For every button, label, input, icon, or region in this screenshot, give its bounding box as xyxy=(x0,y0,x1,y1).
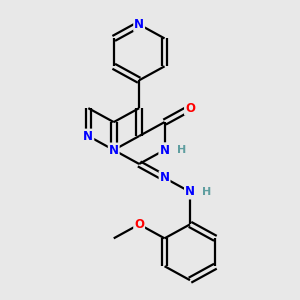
Text: N: N xyxy=(109,143,119,157)
Text: N: N xyxy=(160,143,170,157)
Text: N: N xyxy=(160,143,170,157)
Text: H: H xyxy=(202,187,212,197)
Text: N: N xyxy=(83,130,93,142)
Text: H: H xyxy=(177,145,186,155)
Text: O: O xyxy=(134,218,144,231)
Text: N: N xyxy=(185,185,195,198)
Text: O: O xyxy=(185,102,195,115)
Text: N: N xyxy=(185,185,195,198)
Text: N: N xyxy=(134,18,144,31)
Text: N: N xyxy=(160,171,170,184)
